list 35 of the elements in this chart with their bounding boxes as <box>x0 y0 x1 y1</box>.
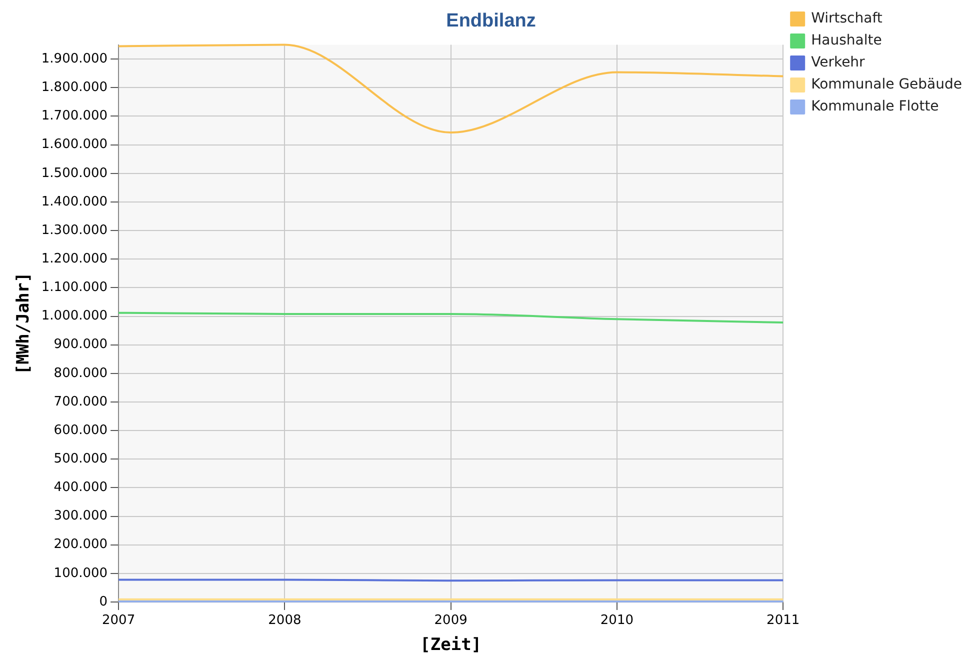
y-tick-label: 1.900.000 <box>41 51 108 66</box>
legend-label: Wirtschaft <box>811 10 883 27</box>
x-tick-label: 2009 <box>434 613 468 628</box>
y-tick-label: 1.800.000 <box>41 80 108 96</box>
y-tick-label: 700.000 <box>54 394 108 410</box>
x-tick-label: 2007 <box>102 613 136 628</box>
y-tick-label: 800.000 <box>54 366 108 381</box>
chart-title: Endbilanz <box>446 10 536 32</box>
y-tick-label: 1.500.000 <box>41 166 108 181</box>
y-tick-label: 0 <box>99 594 108 610</box>
y-tick-label: 300.000 <box>54 508 108 524</box>
y-tick-label: 1.100.000 <box>41 280 108 296</box>
line-series <box>118 312 784 324</box>
legend-label: Kommunale Gebäude <box>811 76 962 93</box>
y-tick-label: 200.000 <box>54 537 108 552</box>
legend-label: Verkehr <box>811 54 866 71</box>
x-tick-label: 2011 <box>766 613 800 628</box>
y-tick-label: 1.300.000 <box>41 222 108 238</box>
y-tick-label: 1.000.000 <box>41 308 108 324</box>
y-tick-label: 1.200.000 <box>41 251 108 266</box>
x-axis-title: [Zeit] <box>420 635 482 656</box>
legend-label: Haushalte <box>811 32 882 49</box>
x-tick-label: 2010 <box>600 613 634 628</box>
y-tick-label: 600.000 <box>54 422 108 438</box>
line-series <box>118 44 784 134</box>
y-tick-label: 500.000 <box>54 452 108 467</box>
x-tick-label: 2008 <box>268 613 302 628</box>
y-tick-label: 400.000 <box>54 480 108 496</box>
y-tick-label: 1.600.000 <box>41 137 108 152</box>
y-tick-label: 1.400.000 <box>41 194 108 210</box>
y-tick-label: 900.000 <box>54 337 108 352</box>
y-tick-label: 1.700.000 <box>41 108 108 124</box>
legend-label: Kommunale Flotte <box>811 98 939 115</box>
y-tick-label: 100.000 <box>54 566 108 581</box>
y-axis-title: [MWh/Jahr] <box>14 272 34 375</box>
